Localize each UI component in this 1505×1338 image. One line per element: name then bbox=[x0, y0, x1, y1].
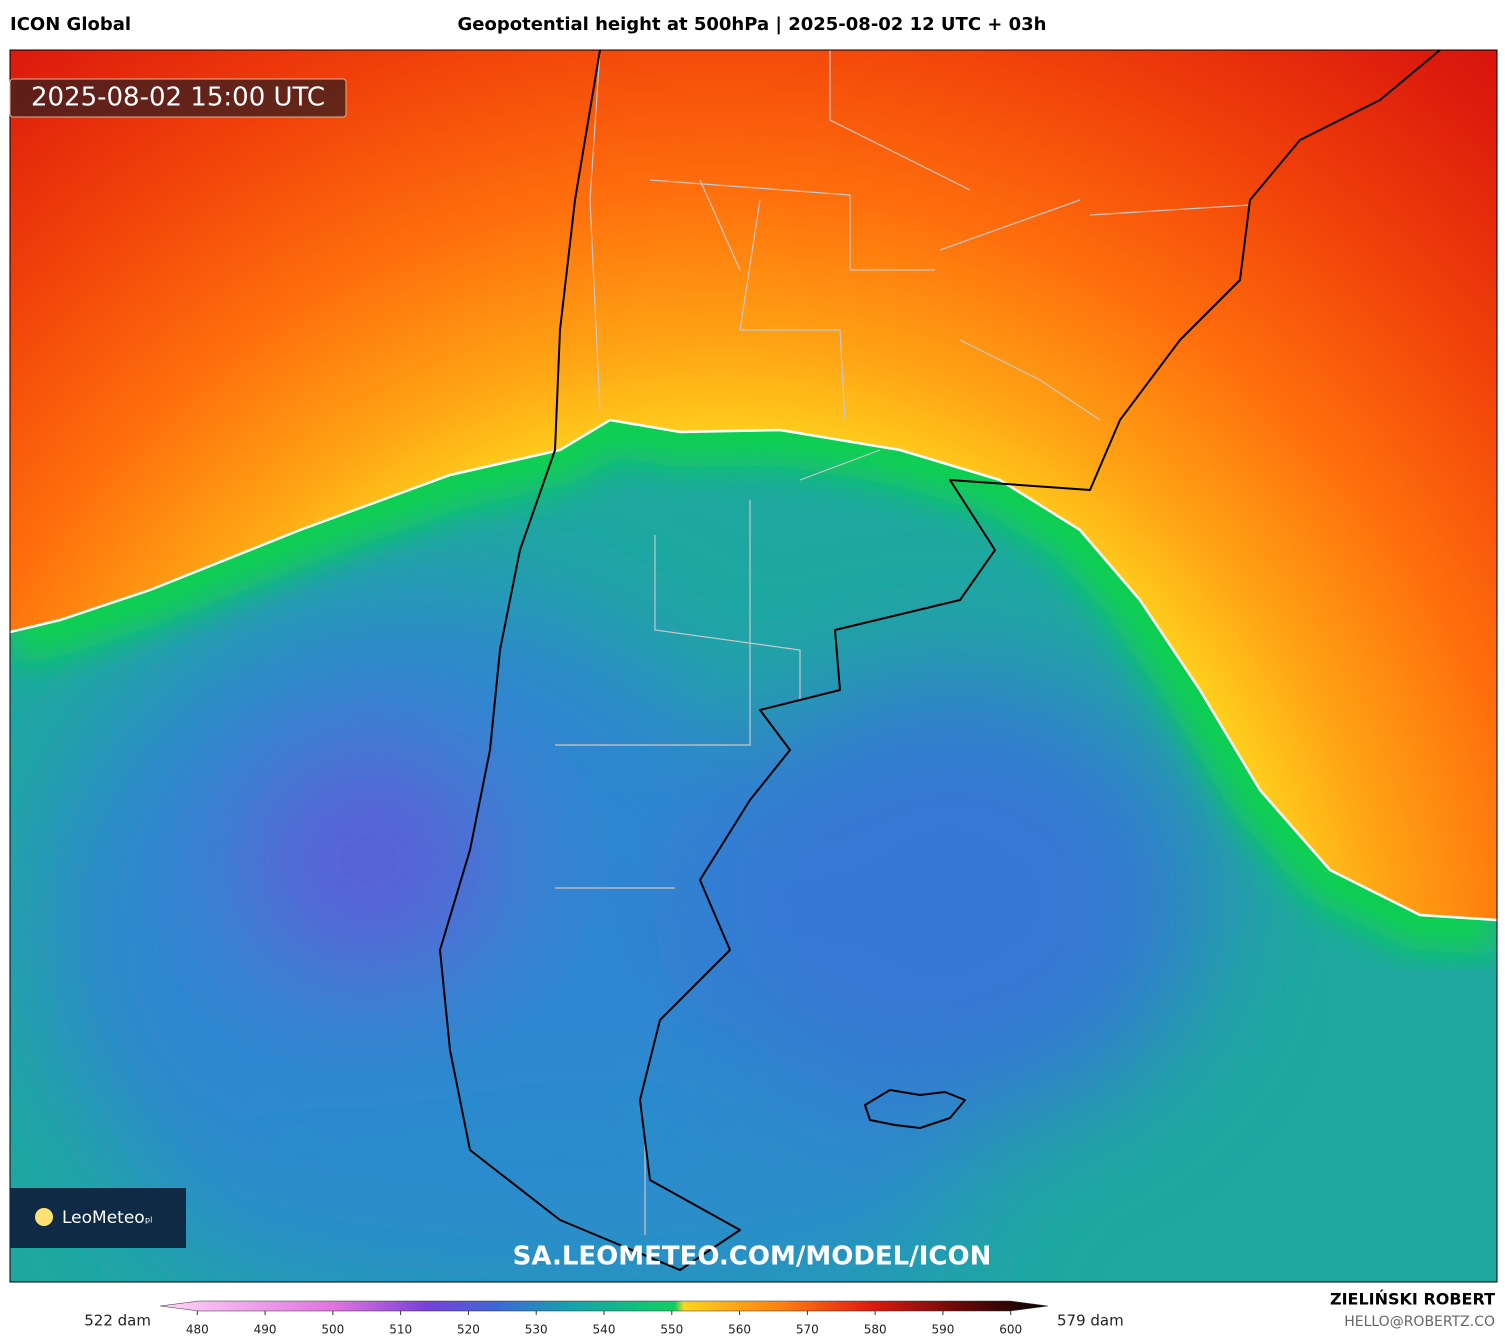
colorbar-tick-label: 580 bbox=[864, 1323, 887, 1337]
colorbar-tick-label: 490 bbox=[254, 1323, 277, 1337]
colorbar-tick-label: 530 bbox=[525, 1323, 548, 1337]
model-name: ICON Global bbox=[10, 14, 131, 35]
watermark: SA.LEOMETEO.COM/MODEL/ICON bbox=[513, 1242, 992, 1272]
colorbar-tick-label: 480 bbox=[186, 1323, 209, 1337]
colorbar bbox=[159, 1300, 1049, 1312]
map bbox=[10, 50, 1497, 1282]
colorbar-tick-label: 520 bbox=[457, 1323, 480, 1337]
logo: LeoMeteo bbox=[62, 1208, 145, 1228]
colorbar-max: 579 dam bbox=[1057, 1312, 1124, 1330]
logo-suffix: pl bbox=[145, 1216, 152, 1225]
colorbar-tick-label: 590 bbox=[931, 1323, 954, 1337]
colorbar-tick-label: 570 bbox=[796, 1323, 819, 1337]
author: ZIELIŃSKI ROBERT bbox=[1330, 1290, 1495, 1309]
colorbar-tick-label: 500 bbox=[321, 1323, 344, 1337]
colorbar-min: 522 dam bbox=[84, 1312, 151, 1330]
colorbar-tick-label: 550 bbox=[660, 1323, 683, 1337]
timestamp: 2025-08-02 15:00 UTC bbox=[31, 83, 325, 113]
colorbar-tick-label: 600 bbox=[999, 1323, 1022, 1337]
map-title: Geopotential height at 500hPa | 2025-08-… bbox=[457, 14, 1046, 35]
colorbar-tick-label: 510 bbox=[389, 1323, 412, 1337]
colorbar-tick-label: 540 bbox=[593, 1323, 616, 1337]
colorbar-tick-label: 560 bbox=[728, 1323, 751, 1337]
contact: HELLO@ROBERTZ.CO bbox=[1344, 1314, 1495, 1330]
